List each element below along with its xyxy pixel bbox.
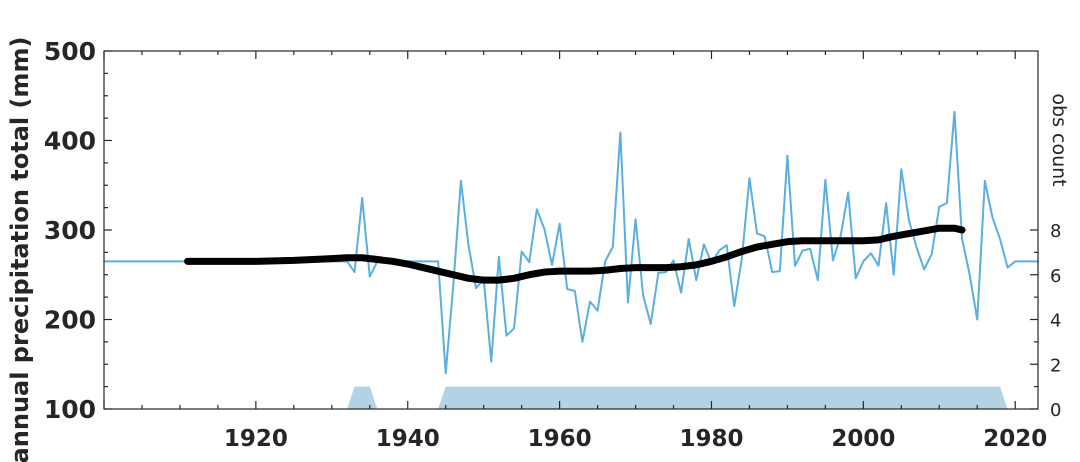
annual-precipitation-line [103,110,1039,375]
smoothed-precipitation-line [184,224,966,284]
right-tick-label: 8 [1050,221,1061,242]
y-tick-label: 100 [44,395,96,424]
x-tick-label: 2000 [831,426,895,452]
y-tick-labels: 100 200 300 400 500 [44,37,96,424]
obs-count-area [346,386,378,409]
x-tick-labels: 1920 1940 1960 1980 2000 2020 [224,426,1047,452]
obs-count-areas [346,386,1008,409]
y-tick-label: 400 [44,127,96,156]
x-tick-label: 1980 [679,426,743,452]
right-axis-label: obs count [1048,93,1070,186]
x-tick-label: 2020 [983,426,1047,452]
x-tick-label: 1940 [376,426,440,452]
axis-ticks [103,50,1038,410]
right-tick-label: 2 [1050,355,1061,376]
x-tick-label: 1920 [224,426,288,452]
right-tick-label: 0 [1050,400,1061,421]
x-tick-label: 1960 [528,426,592,452]
right-tick-label: 6 [1050,266,1061,287]
right-tick-labels: 0 2 4 6 8 [1050,221,1061,421]
obs-count-area [438,386,1008,409]
y-axis-label: annual precipitation total (mm) [6,37,34,462]
series-layer [103,110,1039,375]
right-tick-label: 4 [1050,311,1061,332]
y-tick-label: 200 [44,306,96,335]
y-tick-label: 500 [44,37,96,66]
y-tick-label: 300 [44,216,96,245]
